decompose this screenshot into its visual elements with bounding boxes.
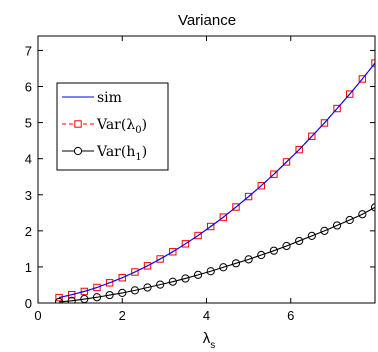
data-point-square	[80, 287, 89, 296]
data-point-square	[346, 90, 354, 98]
series-line	[59, 206, 375, 303]
y-tick-label: 0	[25, 296, 32, 311]
data-point-square	[105, 279, 114, 287]
data-point-square	[207, 222, 215, 231]
legend-label: sim	[97, 90, 122, 106]
x-tick-label: 2	[119, 308, 126, 323]
data-point-circle	[156, 280, 165, 289]
legend-item-var-h1: Var(h1)	[62, 144, 147, 163]
data-point-square	[68, 291, 76, 299]
data-point-circle	[219, 263, 228, 272]
x-axis-label: λs	[203, 330, 216, 351]
data-point-circle	[193, 270, 203, 279]
legend-label: Var(λ0)	[96, 117, 147, 136]
x-axis-label-main: λ	[203, 330, 211, 347]
legend-item-var-lambda0: Var(λ0)	[62, 117, 147, 136]
legend-label-subscript: 1	[135, 152, 141, 163]
legend-label-main: Var(h	[96, 144, 135, 160]
series-var-h1	[54, 203, 375, 303]
chart-title: Variance	[178, 12, 236, 29]
data-point-circle	[307, 231, 316, 240]
data-point-square	[219, 213, 228, 221]
data-point-square	[93, 283, 101, 292]
x-tick-label: 0	[34, 308, 41, 323]
data-point-circle	[92, 293, 102, 302]
data-point-square	[55, 293, 63, 302]
legend-label-subscript: 0	[135, 125, 141, 136]
x-tick-label: 6	[287, 308, 294, 323]
series-sim	[58, 62, 375, 299]
series-layer	[54, 59, 375, 303]
data-point-square	[295, 145, 303, 154]
data-point-circle	[118, 288, 127, 297]
data-point-circle	[67, 296, 76, 303]
legend-label-close: )	[142, 144, 147, 160]
data-point-circle	[345, 215, 354, 225]
x-tick-label: 4	[203, 308, 210, 323]
data-point-square	[257, 182, 265, 190]
data-point-circle	[130, 286, 139, 295]
data-point-square	[232, 203, 240, 211]
data-point-circle	[244, 255, 253, 264]
data-point-square	[181, 240, 190, 248]
legend-label-main: sim	[97, 90, 122, 106]
y-tick-label: 3	[25, 188, 32, 203]
data-point-square	[118, 274, 126, 282]
legend-label: Var(h1)	[96, 144, 147, 163]
series-line	[58, 62, 375, 299]
data-point-square	[320, 119, 329, 127]
svg-text:λs: λs	[203, 330, 216, 351]
data-point-square	[270, 170, 278, 178]
legend-label-close: )	[142, 117, 147, 133]
axes: 0 2 4 6 0 1 2 3 4 5 6 7	[25, 35, 376, 323]
data-point-circle	[320, 226, 329, 235]
y-tick-label: 6	[25, 80, 32, 95]
data-point-square	[282, 158, 291, 166]
y-tick-label: 7	[25, 43, 32, 58]
series-clip-group	[54, 59, 375, 303]
data-point-square	[131, 268, 139, 276]
data-point-circle	[168, 277, 177, 286]
data-point-circle	[105, 290, 114, 300]
data-point-square	[333, 104, 341, 113]
data-point-circle	[206, 267, 215, 276]
y-tick-label: 2	[25, 224, 32, 239]
y-tick-label: 1	[25, 260, 32, 275]
data-point-square	[156, 255, 164, 263]
data-point-circle	[332, 221, 342, 230]
data-point-square	[358, 75, 367, 83]
legend-item-sim: sim	[62, 90, 122, 106]
legend-marker-circle	[73, 146, 83, 156]
y-tick-label: 5	[25, 116, 32, 131]
data-point-square	[194, 231, 202, 240]
data-point-circle	[54, 297, 64, 303]
data-point-circle	[295, 236, 304, 246]
data-point-circle	[282, 241, 291, 251]
y-tick-label: 4	[25, 152, 32, 167]
data-point-circle	[269, 246, 278, 255]
data-point-circle	[143, 283, 152, 292]
data-point-circle	[358, 210, 367, 219]
data-point-square	[308, 132, 316, 141]
data-point-circle	[181, 274, 190, 283]
x-axis-label-subscript: s	[210, 340, 215, 351]
data-point-square	[169, 248, 177, 256]
data-point-square	[244, 192, 253, 201]
data-point-circle	[257, 250, 266, 260]
legend-label-main: Var(λ	[96, 117, 135, 133]
data-point-circle	[231, 259, 241, 268]
legend-marker-square	[74, 120, 82, 128]
data-point-square	[143, 262, 152, 270]
